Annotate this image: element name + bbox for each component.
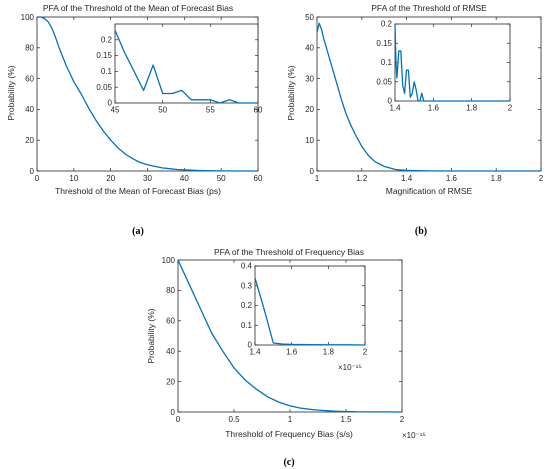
panel-c-inset-ytick-label: 0.3 xyxy=(241,281,253,290)
panel-c-ytick-label: 100 xyxy=(162,256,176,265)
panel-a-inset-ytick-label: 0 xyxy=(108,99,113,108)
panel-b-xtick-label: 1.2 xyxy=(356,174,368,183)
panel-c-xlabel: Threshold of Frequency Bias (s/s) xyxy=(225,429,353,439)
panel-c-inset-series-line xyxy=(254,277,366,346)
panel-a-xlabel: Threshold of the Mean of Forecast Bias (… xyxy=(55,186,221,196)
panel-a-xtick-label: 50 xyxy=(217,174,226,183)
panel-a-inset-xtick-label: 45 xyxy=(111,106,120,115)
panel-c-inset-xtick-label: 2 xyxy=(363,348,368,357)
panel-a-xtick-label: 10 xyxy=(69,174,78,183)
panel-c-inset-x-multiplier: ×10⁻¹⁵ xyxy=(338,363,362,372)
panel-c-inset-ytick-label: 0 xyxy=(248,341,253,350)
panel-c-xtick-label: 0.5 xyxy=(228,415,240,424)
panel-c-inset-xtick-label: 1.8 xyxy=(323,348,335,357)
panel-b-inset-xtick-label: 1.4 xyxy=(389,104,401,113)
panel-c-inset-xtick-label: 1.6 xyxy=(286,348,298,357)
panel-b-xtick-label: 2 xyxy=(539,174,544,183)
panel-b-inset-ytick-label: 0 xyxy=(388,97,393,106)
panel-c-inset-ytick-label: 0.4 xyxy=(241,262,253,271)
panel-c-ytick-label: 0 xyxy=(171,408,176,417)
panel-a-inset-ytick-label: 0.1 xyxy=(101,67,113,76)
panel-a-inset: 45 50 55 60 0 0.05 0.1 0.15 0.2 xyxy=(96,23,263,115)
panel-b-inset-series-line xyxy=(394,23,510,102)
panel-c-xtick-label: 1.5 xyxy=(340,415,352,424)
panel-a-ytick-label: 80 xyxy=(25,44,34,53)
panel-c-ytick-label: 20 xyxy=(166,377,175,386)
panel-c-inset-xtick-label: 1.4 xyxy=(249,348,261,357)
panel-b-ytick-label: 0 xyxy=(310,167,315,176)
panel-c-ytick-label: 60 xyxy=(166,317,175,326)
panel-a-inset-xtick-label: 50 xyxy=(158,106,167,115)
panel-b-xtick-label: 1.8 xyxy=(491,174,503,183)
panel-c-chart: PFA of the Threshold of Frequency Bias T… xyxy=(146,247,426,468)
panel-c-inset-ytick-label: 0.2 xyxy=(241,301,253,310)
panel-a-title: PFA of the Threshold of the Mean of Fore… xyxy=(43,3,233,13)
panel-a-label: (a) xyxy=(132,226,144,237)
panel-c-series-line xyxy=(177,259,403,413)
panel-a-inset-xtick-label: 55 xyxy=(206,106,215,115)
panel-a-inset-series-line xyxy=(114,30,258,104)
panel-c-x-multiplier: ×10⁻¹⁵ xyxy=(402,431,426,440)
panel-b-label: (b) xyxy=(415,226,427,237)
panel-a-ytick-label: 40 xyxy=(25,105,34,114)
panel-a-inset-frame xyxy=(114,23,259,104)
panel-b-inset-xtick-label: 2 xyxy=(508,104,513,113)
panel-b-ytick-label: 10 xyxy=(305,136,314,145)
panel-b-ytick-label: 40 xyxy=(305,44,314,53)
panel-c-ylabel: Probability (%) xyxy=(146,308,156,363)
panel-a-ytick-label: 0 xyxy=(30,167,35,176)
panel-b-ytick-label: 20 xyxy=(305,105,314,114)
panel-c-xtick-label: 2 xyxy=(400,415,405,424)
panel-b-ytick-label: 30 xyxy=(305,74,314,83)
panel-a-ylabel: Probability (%) xyxy=(6,65,16,120)
panel-c-ytick-label: 80 xyxy=(166,286,175,295)
panel-b-inset-ytick-label: 0.1 xyxy=(381,58,393,67)
panel-a-ytick-label: 100 xyxy=(21,13,35,22)
panel-b-ylabel: Probability (%) xyxy=(286,65,296,120)
panel-c-ytick-label: 40 xyxy=(166,347,175,356)
panel-b-inset-xtick-label: 1.6 xyxy=(428,104,440,113)
panel-a-inset-ytick-label: 0.15 xyxy=(96,51,112,60)
panel-b-xtick-label: 1.4 xyxy=(401,174,413,183)
panel-b-inset: 1.4 1.6 1.8 2 0 0.05 0.1 0.15 0.2 xyxy=(376,20,512,113)
panel-b-series-line xyxy=(316,22,541,172)
panel-b-title: PFA of the Threshold of RMSE xyxy=(371,3,487,13)
panel-a-xtick-label: 20 xyxy=(106,174,115,183)
panel-c-inset-frame xyxy=(254,265,366,346)
panel-c-xtick-label: 0 xyxy=(176,415,181,424)
panel-b-xtick-label: 1 xyxy=(315,174,320,183)
panel-c-title: PFA of the Threshold of Frequency Bias xyxy=(214,247,364,257)
panel-b-inset-ytick-label: 0.2 xyxy=(381,20,393,29)
panel-b-inset-ytick-label: 0.15 xyxy=(376,39,392,48)
panel-c-inset-ytick-label: 0.1 xyxy=(241,321,253,330)
panel-b-chart: PFA of the Threshold of RMSE Magnificati… xyxy=(286,3,544,237)
panel-a-xtick-label: 0 xyxy=(35,174,40,183)
panel-c-inset: 1.4 1.6 1.8 2 0 0.1 0.2 0.3 0.4 ×10⁻¹⁵ xyxy=(241,262,368,372)
panel-a-series-line xyxy=(37,16,258,172)
panel-b-inset-xtick-label: 1.8 xyxy=(466,104,478,113)
panel-a-chart: PFA of the Threshold of the Mean of Fore… xyxy=(6,3,263,237)
panel-b-inset-ytick-label: 0.05 xyxy=(376,77,392,86)
panel-a-inset-xtick-label: 60 xyxy=(254,106,263,115)
panel-a-xtick-label: 60 xyxy=(254,174,263,183)
panel-c-xtick-label: 1 xyxy=(288,415,293,424)
panel-a-ytick-label: 60 xyxy=(25,74,34,83)
panel-a-inset-ytick-label: 0.2 xyxy=(101,35,113,44)
panel-a-xtick-label: 40 xyxy=(180,174,189,183)
panel-c-label: (c) xyxy=(283,457,294,468)
panel-b-ytick-label: 50 xyxy=(305,13,314,22)
panel-b-inset-frame xyxy=(394,23,511,102)
panel-b-xlabel: Magnification of RMSE xyxy=(386,186,473,196)
panel-a-ytick-label: 20 xyxy=(25,136,34,145)
panel-a-inset-ytick-label: 0.05 xyxy=(96,83,112,92)
panel-b-xtick-label: 1.6 xyxy=(446,174,458,183)
panel-a-xtick-label: 30 xyxy=(143,174,152,183)
